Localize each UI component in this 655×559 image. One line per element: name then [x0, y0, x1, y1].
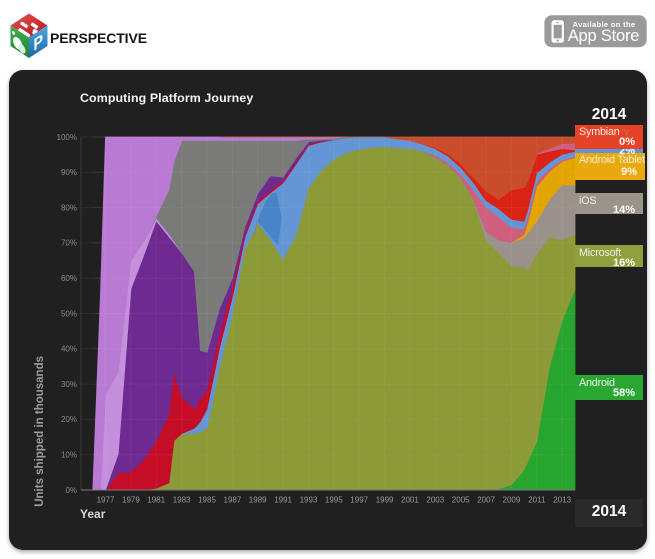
svg-text:1991: 1991 [274, 496, 292, 505]
svg-text:1985: 1985 [198, 496, 216, 505]
svg-text:2011: 2011 [528, 496, 546, 505]
svg-text:1989: 1989 [249, 496, 267, 505]
svg-text:P: P [33, 30, 43, 55]
svg-text:2013: 2013 [553, 496, 571, 505]
svg-text:App Store: App Store [568, 27, 640, 45]
svg-text:70%: 70% [61, 239, 77, 248]
svg-text:2005: 2005 [452, 496, 470, 505]
svg-text:20%: 20% [61, 415, 77, 424]
svg-text:1997: 1997 [350, 496, 368, 505]
svg-text:1999: 1999 [376, 496, 394, 505]
svg-text:1977: 1977 [97, 496, 115, 505]
svg-text:1987: 1987 [224, 496, 242, 505]
svg-text:1995: 1995 [325, 496, 343, 505]
svg-text:2003: 2003 [426, 496, 444, 505]
svg-text:1993: 1993 [300, 496, 318, 505]
svg-text:50%: 50% [61, 309, 77, 318]
svg-text:2001: 2001 [401, 496, 419, 505]
svg-text:1981: 1981 [147, 496, 165, 505]
svg-text:30%: 30% [61, 380, 77, 389]
svg-text:0%: 0% [65, 486, 77, 495]
svg-text:1979: 1979 [122, 496, 140, 505]
svg-text:60%: 60% [61, 274, 77, 283]
svg-text:90%: 90% [61, 168, 77, 177]
svg-text:100%: 100% [57, 133, 77, 142]
svg-text:80%: 80% [61, 203, 77, 212]
svg-text:2007: 2007 [477, 496, 495, 505]
svg-text:1983: 1983 [173, 496, 191, 505]
svg-text:40%: 40% [61, 345, 77, 354]
svg-text:10%: 10% [61, 451, 77, 460]
svg-text:2009: 2009 [503, 496, 521, 505]
svg-text:Available on the: Available on the [573, 20, 636, 29]
